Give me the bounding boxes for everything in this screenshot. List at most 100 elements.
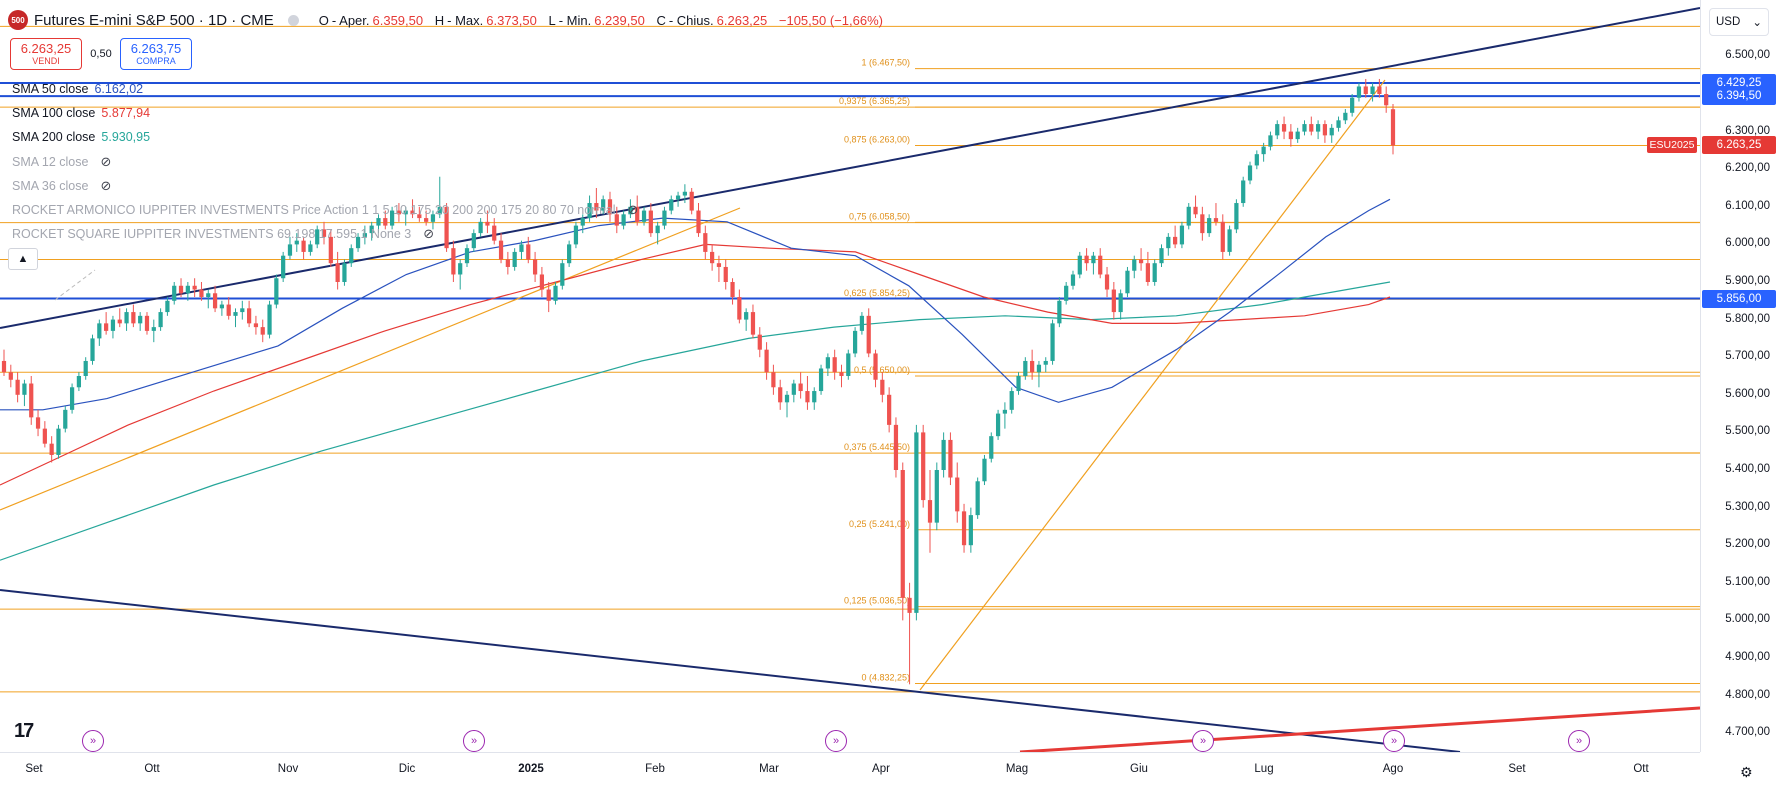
candle-body [703, 233, 708, 252]
candle-body [267, 304, 272, 335]
candle-body [1390, 109, 1396, 146]
price-tick-label: 4.800,00 [1725, 688, 1770, 701]
candle-body [219, 304, 224, 309]
event-marker-icon[interactable]: » [1568, 730, 1590, 752]
indicator-sma200[interactable]: SMA 200 close 5.930,95 [12, 130, 151, 144]
candle-body [63, 409, 68, 429]
tradingview-logo-icon[interactable]: 17 [14, 720, 34, 742]
candle-body [185, 285, 190, 294]
hidden-eye-icon[interactable]: ⊘ [100, 178, 112, 193]
time-scale[interactable]: Set Ott Nov Dic 2025 Feb Mar Apr Mag Giu Lug Ago Set… [0, 752, 1700, 789]
candle-body [594, 203, 599, 211]
candle-body [975, 481, 980, 516]
candle-body [1322, 124, 1328, 136]
hidden-eye-icon[interactable]: ⊘ [627, 202, 639, 217]
candle-body [478, 221, 483, 234]
candle-body [628, 206, 633, 215]
price-tick-label: 5.800,00 [1725, 312, 1770, 325]
candle-body [1275, 124, 1280, 136]
candle-body [900, 470, 905, 598]
candle-body [1173, 236, 1178, 245]
fib-level-label: 0,25 (5.241,00) [849, 519, 910, 529]
price-tick-label: 4.700,00 [1725, 726, 1770, 739]
indicator-rocket-armonico[interactable]: ROCKET ARMONICO IUPPITER INVESTMENTS Pri… [12, 202, 639, 217]
candle-body [798, 383, 803, 392]
candle-body [1336, 120, 1341, 128]
candle-body [648, 210, 653, 234]
candle-body [444, 206, 449, 249]
candle-body [907, 597, 912, 613]
candle-body [1138, 259, 1144, 264]
candle-body [131, 312, 136, 324]
price-tick-label: 6.500,00 [1725, 49, 1770, 62]
price-tick-label: 6.100,00 [1725, 199, 1770, 212]
buy-button[interactable]: 6.263,75 COMPRA [120, 38, 192, 70]
hidden-eye-icon[interactable]: ⊘ [100, 154, 112, 169]
indicator-sma12[interactable]: SMA 12 close ⊘ [12, 154, 112, 169]
event-marker-icon[interactable]: » [1192, 730, 1214, 752]
indicator-sma100[interactable]: SMA 100 close 5.877,94 [12, 106, 151, 120]
candle-body [716, 263, 722, 267]
indicator-rocket-square[interactable]: ROCKET SQUARE IUPPITER INVESTMENTS 69.19… [12, 226, 435, 241]
price-chart[interactable]: 1 (6.467,50) 0,9375 (6.365,25) 0,875 (6.26… [0, 0, 1700, 752]
price-tick-label: 5.400,00 [1725, 463, 1770, 475]
symbol-title[interactable]: Futures E-mini S&P 500 · 1D · CME [34, 11, 274, 29]
event-marker-icon[interactable]: » [82, 730, 104, 752]
event-marker-icon[interactable]: » [1383, 730, 1405, 752]
candle-body [1302, 124, 1307, 132]
indicator-sma36[interactable]: SMA 36 close ⊘ [12, 178, 112, 193]
market-status-icon[interactable] [287, 14, 299, 26]
candle-body [301, 240, 306, 252]
candle-body [567, 244, 572, 264]
candle-body [274, 278, 279, 305]
sell-button[interactable]: 6.263,25 VENDI [10, 38, 82, 70]
candle-body [852, 330, 858, 354]
candle-body [471, 233, 476, 249]
price-tick-label: 5.500,00 [1725, 425, 1770, 438]
candle-body [662, 210, 667, 226]
candle-body [1370, 86, 1375, 94]
candle-body [8, 372, 13, 380]
candle-body [1329, 127, 1334, 136]
candle-body [1091, 255, 1096, 264]
fib-level-label: 0,875 (6.263,00) [844, 135, 910, 145]
currency-selector[interactable]: USD ⌄ [1709, 8, 1769, 36]
candle-body [15, 379, 20, 395]
candle-body [1227, 229, 1232, 252]
candle-body [335, 263, 340, 282]
chart-pane[interactable]: 1 (6.467,50) 0,9375 (6.365,25) 0,875 (6.26… [0, 0, 1700, 752]
candle-body [192, 285, 197, 290]
open-value: 6.359,50 [372, 12, 424, 28]
candle-body [328, 236, 333, 264]
candle-body [253, 323, 259, 328]
candle-body [396, 210, 402, 215]
settings-gear-icon[interactable]: ⚙ [1740, 764, 1753, 780]
candle-body [682, 191, 687, 196]
lower-trendline [0, 589, 1461, 752]
candle-body [859, 315, 865, 331]
sma50-line [0, 198, 1391, 411]
fib-level-label: 0,375 (5.445,50) [844, 442, 910, 452]
time-axis-label: Ago [1382, 763, 1404, 775]
candle-body [349, 248, 354, 264]
price-tick-label: 5.900,00 [1725, 275, 1770, 287]
candle-body [1016, 376, 1021, 392]
price-tick-label: 5.100,00 [1725, 575, 1770, 588]
candle-body [655, 225, 660, 234]
candle-body [56, 428, 61, 455]
symbol-price-badge: ESU2025 [1647, 137, 1697, 154]
hidden-eye-icon[interactable]: ⊘ [423, 226, 435, 241]
candle-body [451, 248, 456, 275]
price-scale[interactable]: USD ⌄ 6.500,00 6.300,00 6.200,00 6.100,00 6.0… [1700, 0, 1777, 752]
candle-body [1281, 124, 1287, 132]
event-marker-icon[interactable]: » [463, 730, 485, 752]
event-marker-icon[interactable]: » [825, 730, 847, 752]
candle-body [887, 394, 892, 425]
collapse-legend-button[interactable]: ▲ [8, 248, 38, 270]
candle-body [927, 500, 933, 523]
indicator-sma50[interactable]: SMA 50 close 6.162,02 [12, 82, 144, 96]
candle-body [846, 353, 851, 376]
candle-body [90, 338, 95, 361]
candle-body [1384, 94, 1389, 106]
price-tick-label: 6.300,00 [1725, 124, 1770, 137]
